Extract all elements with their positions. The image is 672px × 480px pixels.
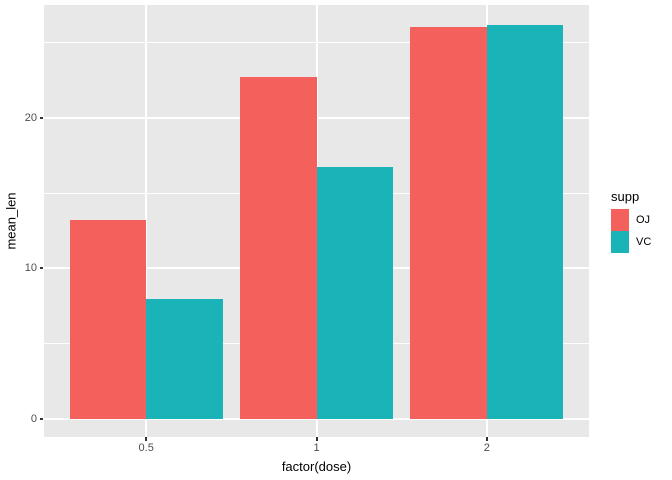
x-tick-mark	[315, 437, 318, 441]
y-tick-label: 20	[24, 111, 37, 124]
x-tick-label: 2	[483, 442, 490, 454]
legend-item-VC: VC	[611, 231, 651, 253]
bar-VC-1	[316, 166, 394, 419]
x-axis-title: factor(dose)	[281, 459, 352, 474]
x-tick-mark	[145, 437, 148, 441]
legend-swatch-OJ	[611, 209, 629, 231]
bar-VC-0.5	[146, 298, 223, 419]
legend-swatch-VC	[611, 231, 629, 253]
y-tick-label: 10	[24, 262, 37, 275]
y-tick-mark	[39, 417, 43, 420]
legend: supp OJ VC	[611, 189, 651, 253]
legend-label-OJ: OJ	[636, 214, 651, 226]
bar-VC-2	[486, 25, 564, 419]
x-tick-label: 1	[313, 442, 320, 454]
legend-label-VC: VC	[636, 236, 652, 248]
bar-OJ-2	[410, 26, 487, 419]
y-tick-label: 0	[30, 412, 37, 425]
y-tick-mark	[39, 116, 43, 119]
legend-item-OJ: OJ	[611, 209, 651, 231]
plot-panel	[44, 5, 589, 437]
y-tick-mark	[39, 267, 43, 270]
vertical-gridline	[145, 5, 148, 437]
legend-items: OJ VC	[611, 209, 651, 253]
y-axis-title: mean_len	[3, 192, 19, 250]
x-tick-mark	[485, 437, 488, 441]
legend-title: supp	[611, 189, 640, 204]
bar-OJ-1	[239, 77, 317, 419]
bar-OJ-0.5	[69, 219, 147, 419]
x-tick-label: 0.5	[138, 442, 154, 454]
